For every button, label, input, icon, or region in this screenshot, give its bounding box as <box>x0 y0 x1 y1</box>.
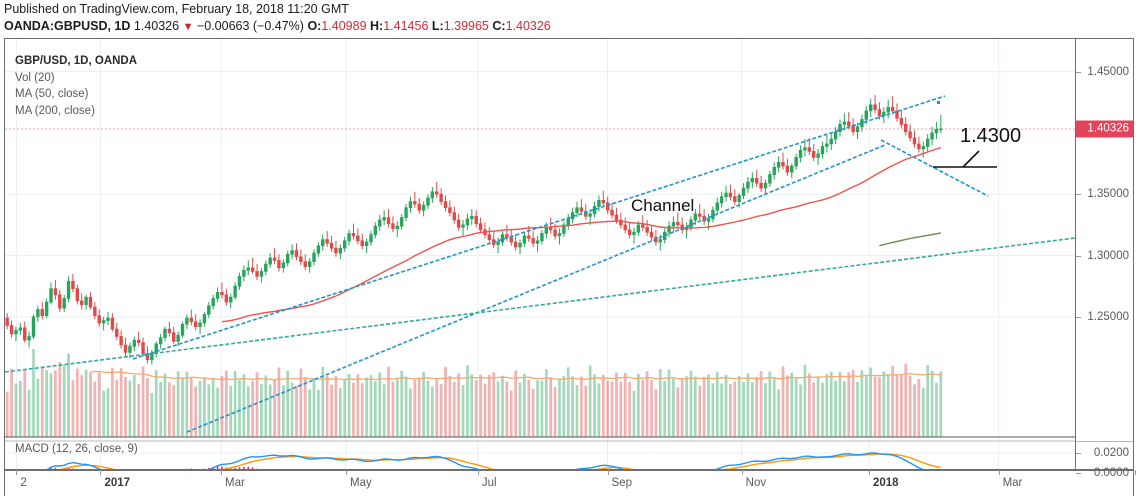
candlesticks <box>5 94 943 365</box>
time-tick-mark <box>100 470 102 475</box>
price-tick-mark <box>1076 194 1081 196</box>
change-value: −0.00663 (−0.47%) <box>196 19 304 33</box>
legend-macd[interactable]: MACD (12, 26, close, 9) <box>15 443 138 455</box>
ma50-line <box>221 146 942 323</box>
price-tick-mark <box>1076 316 1081 318</box>
legend-symbol: GBP/USD, 1D, OANDA <box>15 55 138 67</box>
time-tick-label: May <box>350 477 372 489</box>
time-tick-label: Mar <box>224 477 245 489</box>
trendlines <box>5 95 1076 433</box>
time-tick-label: 2017 <box>104 477 131 489</box>
time-axis[interactable]: 22017MarMayJulSepNov2018MarMa <box>4 470 1136 496</box>
quote-line: OANDA:GBPUSD, 1D 1.40326 ▼ −0.00663 (−0.… <box>4 19 551 33</box>
time-tick-mark <box>220 470 222 475</box>
legend-volume[interactable]: Vol (20) <box>15 71 55 84</box>
time-tick-mark <box>607 470 609 475</box>
legend-ma50[interactable]: MA (50, close) <box>15 88 89 100</box>
macd-tick-mark <box>1076 453 1081 454</box>
high-key: H: <box>370 19 384 33</box>
published-line: Published on TradingView.com, February 1… <box>4 2 349 16</box>
last-price: 1.40326 <box>133 19 180 33</box>
low-value: 1.39965 <box>443 19 489 33</box>
time-tick-mark <box>998 470 1000 475</box>
price-axis[interactable]: 1.45000 1.40326 1.35000 1.30000 1.25000 0.020… <box>1075 39 1133 479</box>
current-price-badge-label: 1.40326 <box>1087 122 1129 135</box>
stray-mark <box>937 101 940 104</box>
macd-signal-line <box>58 453 941 469</box>
time-tick-mark <box>16 470 18 475</box>
macd-histogram <box>50 466 754 469</box>
channel-upper <box>132 95 946 360</box>
price-tick-label: 1.25000 <box>1087 310 1129 323</box>
descending-resistance <box>880 139 989 197</box>
target-marker <box>933 150 997 168</box>
open-value: 1.40989 <box>321 19 367 33</box>
time-tick-label: Nov <box>745 477 767 489</box>
macd-tick-label: 0.0200 <box>1093 447 1129 459</box>
current-price-badge[interactable]: 1.40326 <box>1076 120 1133 138</box>
high-value: 1.41456 <box>383 19 429 33</box>
symbol-label: OANDA:GBPUSD, 1D <box>4 19 131 33</box>
price-tick-label: 1.35000 <box>1087 188 1129 201</box>
low-key: L: <box>431 19 444 33</box>
plot-area[interactable]: GBP/USD, 1D, OANDA Vol (20) MA (50, clos… <box>5 39 1077 469</box>
price-tick-mark <box>1076 71 1081 73</box>
time-tick-label: 2 <box>20 477 27 489</box>
open-key: O: <box>307 19 322 33</box>
time-tick-mark <box>868 470 870 475</box>
chart-legend: GBP/USD, 1D, OANDA Vol (20) MA (50, clos… <box>15 53 137 119</box>
channel-lower-teal <box>5 237 1076 373</box>
ma200-line <box>879 232 941 247</box>
gridlines <box>5 39 1077 469</box>
time-tick-mark <box>477 470 479 475</box>
time-tick-label: Mar <box>1002 477 1023 489</box>
time-tick-label: Jul <box>481 477 497 489</box>
time-axis-rule <box>5 470 1133 471</box>
price-tick-mark <box>1076 255 1081 257</box>
price-axis-macd-separator <box>1076 441 1133 442</box>
time-tick-mark <box>741 470 743 475</box>
chart-frame: GBP/USD, 1D, OANDA Vol (20) MA (50, clos… <box>4 38 1134 479</box>
price-tick-label: 1.45000 <box>1087 65 1129 78</box>
macd-tick-mark <box>1076 473 1081 474</box>
price-tick-label: 1.30000 <box>1087 249 1129 262</box>
macd-main-line <box>46 452 924 469</box>
time-tick-label: Sep <box>611 477 632 489</box>
close-value: 1.40326 <box>505 19 551 33</box>
time-tick-mark <box>346 470 348 475</box>
annotation-target-price[interactable]: 1.4300 <box>960 125 1022 147</box>
time-tick-label: 2018 <box>872 477 899 489</box>
annotation-channel[interactable]: Channel <box>631 196 695 215</box>
chart-canvas <box>5 39 1077 469</box>
volume-bars <box>5 349 943 437</box>
volume-ma-line <box>90 370 941 381</box>
down-arrow-icon: ▼ <box>182 21 194 33</box>
time-tick-mark <box>1135 470 1136 475</box>
close-key: C: <box>492 19 506 33</box>
legend-ma200[interactable]: MA (200, close) <box>15 104 95 117</box>
